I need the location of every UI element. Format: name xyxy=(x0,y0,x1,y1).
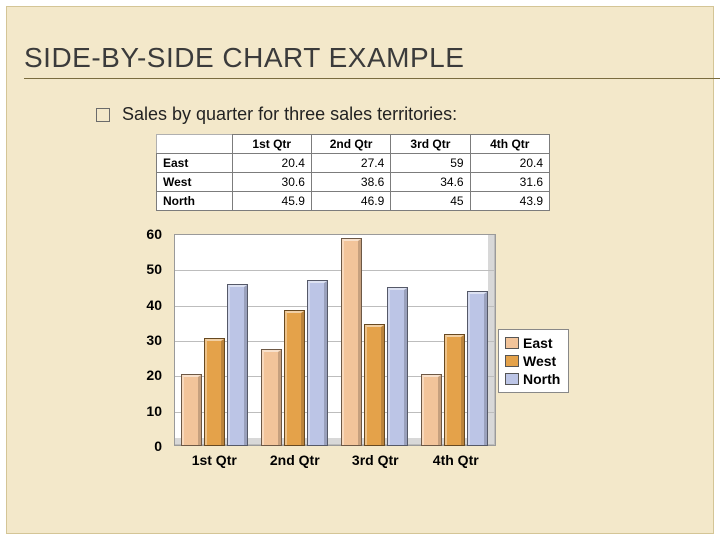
table-corner-cell xyxy=(157,135,233,154)
legend-label: East xyxy=(523,334,553,352)
chart-bar xyxy=(307,280,328,446)
legend-label: North xyxy=(523,370,560,388)
table-cell: 43.9 xyxy=(470,192,549,211)
chart-bar xyxy=(204,338,225,446)
legend-label: West xyxy=(523,352,556,370)
chart-bar xyxy=(364,324,385,446)
legend-swatch-icon xyxy=(505,373,519,385)
legend-item: East xyxy=(505,334,560,352)
chart-bar xyxy=(421,374,442,446)
chart-bar xyxy=(444,334,465,446)
table-row-header: North xyxy=(157,192,233,211)
chart-y-tick-label: 50 xyxy=(132,261,162,277)
slide-title: SIDE-BY-SIDE CHART EXAMPLE xyxy=(24,42,464,74)
chart-bar xyxy=(467,291,488,446)
legend-swatch-icon xyxy=(505,337,519,349)
chart-x-tick-label: 2nd Qtr xyxy=(255,452,336,476)
chart-plot-area xyxy=(166,232,498,448)
table-row: West30.638.634.631.6 xyxy=(157,173,550,192)
chart-y-tick-label: 20 xyxy=(132,367,162,383)
chart-y-tick-label: 40 xyxy=(132,297,162,313)
table-row: North45.946.94543.9 xyxy=(157,192,550,211)
legend-item: West xyxy=(505,352,560,370)
chart-y-tick-label: 0 xyxy=(132,438,162,454)
table-cell: 38.6 xyxy=(311,173,390,192)
bar-chart: 0102030405060 1st Qtr2nd Qtr3rd Qtr4th Q… xyxy=(132,232,594,490)
slide: SIDE-BY-SIDE CHART EXAMPLE Sales by quar… xyxy=(0,0,720,540)
chart-bar xyxy=(181,374,202,446)
chart-x-tick-label: 3rd Qtr xyxy=(335,452,416,476)
data-table: 1st Qtr 2nd Qtr 3rd Qtr 4th Qtr East20.4… xyxy=(156,134,550,211)
chart-bar xyxy=(227,284,248,446)
chart-y-tick-label: 30 xyxy=(132,332,162,348)
table-row: East20.427.45920.4 xyxy=(157,154,550,173)
chart-bar xyxy=(341,238,362,446)
chart-x-tick-label: 4th Qtr xyxy=(416,452,497,476)
chart-y-tick-label: 60 xyxy=(132,226,162,242)
legend-item: North xyxy=(505,370,560,388)
table-row-header: East xyxy=(157,154,233,173)
chart-y-tick-label: 10 xyxy=(132,403,162,419)
chart-x-tick-label: 1st Qtr xyxy=(174,452,255,476)
chart-bar xyxy=(261,349,282,446)
table-row-header: West xyxy=(157,173,233,192)
table-cell: 45.9 xyxy=(232,192,311,211)
chart-bar xyxy=(284,310,305,446)
table-cell: 31.6 xyxy=(470,173,549,192)
table-cell: 45 xyxy=(391,192,470,211)
table-cell: 46.9 xyxy=(311,192,390,211)
bullet-text: Sales by quarter for three sales territo… xyxy=(122,104,457,125)
table-cell: 59 xyxy=(391,154,470,173)
chart-bar xyxy=(387,287,408,446)
table-cell: 27.4 xyxy=(311,154,390,173)
table-col-header: 3rd Qtr xyxy=(391,135,470,154)
square-bullet-icon xyxy=(96,108,110,122)
table-col-header: 2nd Qtr xyxy=(311,135,390,154)
bullet-item: Sales by quarter for three sales territo… xyxy=(96,104,457,125)
chart-legend: EastWestNorth xyxy=(498,232,594,490)
legend-swatch-icon xyxy=(505,355,519,367)
table-cell: 20.4 xyxy=(470,154,549,173)
title-underline xyxy=(24,78,720,79)
table-col-header: 4th Qtr xyxy=(470,135,549,154)
table-cell: 20.4 xyxy=(232,154,311,173)
table-col-header: 1st Qtr xyxy=(232,135,311,154)
table-cell: 34.6 xyxy=(391,173,470,192)
table-cell: 30.6 xyxy=(232,173,311,192)
